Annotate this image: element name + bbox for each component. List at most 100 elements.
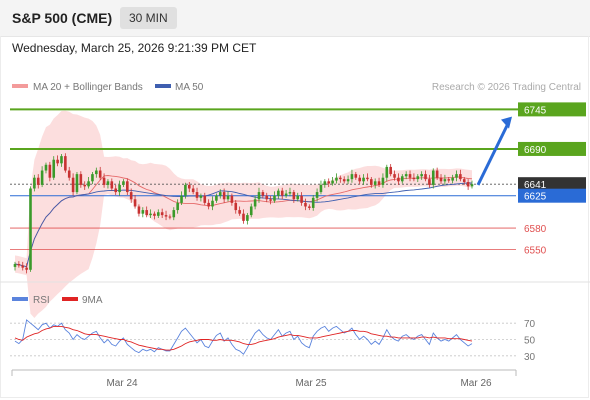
timeframe-button[interactable]: 30 MIN	[120, 7, 177, 29]
candle-body	[137, 206, 141, 214]
candle	[292, 189, 296, 203]
candle-body	[33, 177, 36, 189]
candle	[52, 156, 56, 180]
candle-body	[397, 177, 400, 182]
candle	[431, 168, 435, 189]
candle	[168, 214, 172, 220]
candle-body	[249, 206, 253, 216]
candle	[91, 171, 94, 185]
candle	[424, 170, 427, 182]
candle-body	[354, 174, 358, 178]
candle-body	[156, 212, 160, 216]
candle	[40, 166, 44, 188]
x-tick-label: Mar 25	[295, 378, 327, 389]
candle-body	[428, 179, 431, 185]
rsi-level-label-50: 50	[524, 336, 536, 347]
candle	[470, 180, 474, 189]
candle-body	[48, 164, 52, 178]
candle-body	[83, 184, 87, 187]
candle	[153, 211, 156, 220]
candle	[400, 174, 404, 184]
candle	[335, 173, 338, 184]
candle-body	[277, 190, 280, 196]
candle-body	[133, 199, 137, 207]
candle	[102, 173, 106, 188]
candle-body	[71, 177, 75, 193]
candle	[249, 203, 253, 218]
candle	[300, 192, 303, 206]
candle	[377, 177, 381, 188]
rsi-legend-label: RSI	[33, 295, 50, 306]
candle	[277, 188, 280, 199]
candle-body	[362, 177, 365, 182]
candle	[25, 263, 28, 274]
candle-body	[462, 179, 466, 183]
candle-body	[222, 192, 226, 200]
candle	[459, 169, 462, 182]
candle-body	[280, 190, 284, 196]
price-label-box-6641	[518, 177, 586, 192]
candle-body	[366, 177, 369, 180]
candle	[199, 193, 203, 202]
candle-body	[145, 210, 148, 216]
candle	[191, 184, 195, 195]
candle	[412, 173, 416, 182]
candle-body	[218, 192, 222, 196]
candle	[211, 196, 214, 211]
candle-body	[203, 195, 207, 203]
candle	[83, 181, 87, 190]
candle	[126, 178, 129, 195]
candle	[397, 173, 400, 185]
candle	[381, 173, 385, 188]
candle-body	[180, 195, 183, 203]
candle	[296, 192, 300, 202]
candle	[331, 176, 334, 186]
candle	[17, 261, 21, 268]
candle-body	[114, 188, 117, 193]
candle	[98, 166, 102, 180]
candle-body	[211, 200, 214, 207]
candle-body	[288, 192, 292, 194]
candle	[95, 167, 98, 178]
candle-body	[335, 177, 338, 181]
candle	[79, 171, 83, 188]
candle-body	[141, 210, 145, 214]
candle	[234, 200, 238, 214]
candle-body	[273, 195, 276, 201]
candle	[207, 199, 210, 210]
candle-body	[184, 184, 187, 196]
candle	[443, 174, 447, 185]
candle-body	[315, 192, 319, 198]
candle	[64, 153, 67, 173]
candle-body	[308, 206, 311, 208]
candle	[261, 189, 265, 198]
candle	[257, 187, 261, 203]
price-label-6641: 6641	[524, 180, 547, 191]
candle	[385, 164, 389, 182]
candle-body	[373, 181, 377, 185]
price-label-box-6745	[518, 102, 586, 117]
symbol-title: S&P 500 (CME)	[12, 10, 113, 26]
candle-body	[370, 179, 373, 185]
candle-body	[87, 181, 90, 187]
candle	[172, 207, 176, 221]
candle	[408, 170, 412, 182]
candle-body	[408, 174, 412, 178]
candle-body	[29, 188, 32, 270]
chart-datetime: Wednesday, March 25, 2026 9:21:39 PM CET	[12, 41, 257, 55]
candle	[393, 170, 396, 181]
chart-header: S&P 500 (CME) 30 MIN	[0, 0, 590, 37]
candle	[110, 178, 114, 191]
candle-body	[269, 199, 272, 201]
price-label-6580: 6580	[524, 224, 547, 235]
candle-body	[234, 202, 238, 211]
candle-body	[443, 179, 447, 182]
candle-body	[257, 192, 261, 200]
candle-body	[13, 264, 17, 267]
candle	[404, 171, 408, 180]
price-label-6625: 6625	[524, 192, 547, 203]
candle	[106, 179, 110, 189]
candle-body	[44, 164, 48, 171]
candle	[187, 182, 191, 193]
